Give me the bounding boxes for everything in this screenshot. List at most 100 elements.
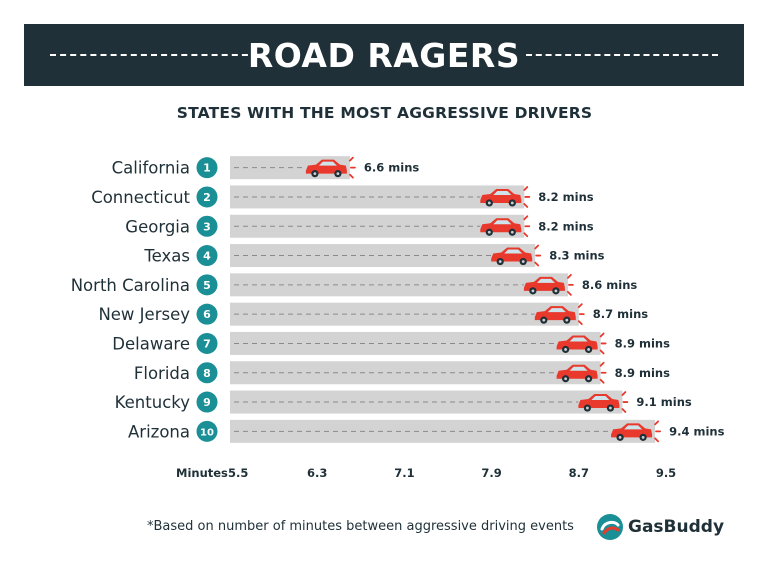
car-hub	[510, 201, 514, 205]
honk-burst	[621, 408, 627, 413]
rank-number: 1	[203, 162, 211, 175]
state-label: Florida	[134, 364, 190, 383]
gasbuddy-logo-icon	[597, 514, 623, 540]
car-hub	[313, 172, 317, 176]
rank-number: 10	[200, 427, 214, 438]
state-label: Texas	[143, 247, 190, 266]
rank-badge	[196, 303, 218, 325]
rank-badge	[196, 215, 218, 237]
value-label: 8.2 mins	[538, 219, 593, 233]
honk-burst	[599, 349, 605, 355]
x-tick-label: 8.7	[569, 466, 589, 480]
car-hub	[564, 348, 567, 351]
car-window	[569, 337, 588, 342]
value-label: 9.1 mins	[636, 395, 691, 409]
car-window	[318, 161, 337, 166]
car-window	[547, 308, 566, 313]
x-tick-label: 9.5	[656, 466, 676, 480]
banner-title: ROAD RAGERS	[247, 35, 521, 75]
honk-burst	[654, 437, 659, 443]
car-icon	[480, 186, 531, 208]
bar	[230, 302, 579, 326]
rank-number: 8	[203, 367, 211, 380]
car-hub	[618, 435, 622, 439]
car-hub	[542, 318, 546, 322]
rank-number: 4	[203, 250, 211, 263]
car-body	[556, 364, 598, 379]
rank-number: 6	[203, 308, 211, 321]
rank-number: 3	[203, 220, 211, 233]
car-hub	[586, 406, 589, 410]
car-hub	[564, 377, 567, 381]
rank-badge	[196, 391, 218, 413]
honk-burst	[523, 203, 529, 208]
state-label: California	[112, 159, 190, 178]
x-tick-label: 7.9	[481, 466, 501, 480]
title-banner: ROAD RAGERS	[24, 24, 744, 86]
car-hub	[510, 230, 514, 234]
rank-number: 5	[203, 279, 211, 292]
x-tick-label: 7.1	[394, 466, 414, 480]
honk-burst	[577, 303, 583, 309]
chart-title: STATES WITH THE MOST AGGRESSIVE DRIVERS	[176, 104, 593, 122]
value-label: 9.4 mins	[669, 424, 724, 438]
car-icon	[534, 303, 585, 326]
rank-badge	[196, 362, 218, 384]
car-body	[480, 218, 522, 233]
car-icon	[480, 215, 531, 238]
car-window	[569, 366, 588, 371]
car-window	[591, 396, 610, 401]
honk-burst	[599, 361, 605, 367]
car-hub	[336, 172, 340, 176]
car-hub	[641, 435, 645, 439]
rank-badge	[196, 157, 218, 179]
car-icon	[305, 156, 356, 179]
value-label: 8.9 mins	[615, 336, 670, 350]
x-tick-label: 6.3	[307, 466, 327, 480]
honk-burst	[534, 261, 540, 267]
car-body	[556, 335, 598, 350]
bar	[230, 214, 525, 238]
honk-burst	[523, 215, 529, 221]
x-tick-label: 5.5	[228, 466, 248, 480]
car-hub	[587, 377, 590, 381]
car-hub	[565, 318, 569, 322]
honk-burst	[599, 332, 605, 338]
car-window	[624, 425, 643, 430]
car-hub	[498, 260, 502, 263]
value-label: 8.2 mins	[538, 190, 593, 204]
car-window	[493, 190, 512, 195]
car-body	[523, 276, 565, 291]
car-hub	[587, 348, 590, 351]
state-label: Georgia	[125, 217, 190, 236]
brand-name: GasBuddy	[628, 517, 725, 537]
footnote: *Based on number of minutes between aggr…	[147, 519, 574, 534]
value-label: 6.6 mins	[364, 161, 419, 175]
x-axis-label: Minutes	[176, 466, 228, 480]
car-window	[493, 220, 512, 225]
honk-burst	[654, 420, 659, 426]
rank-number: 7	[203, 337, 211, 350]
car-body	[611, 423, 653, 438]
state-label: Connecticut	[91, 188, 190, 207]
honk-burst	[577, 320, 583, 326]
honk-burst	[534, 244, 540, 250]
rank-number: 2	[203, 191, 211, 204]
honk-burst	[599, 378, 605, 384]
value-label: 8.3 mins	[549, 249, 604, 263]
honk-burst	[567, 290, 572, 296]
rank-badge	[196, 245, 218, 267]
gasbuddy-logo: GasBuddy	[596, 513, 724, 541]
state-label: New Jersey	[98, 305, 190, 324]
car-body	[534, 306, 576, 321]
honk-burst	[348, 156, 354, 162]
value-label: 8.7 mins	[593, 307, 648, 321]
state-label: Kentucky	[115, 393, 191, 412]
banner-dash-left	[50, 54, 258, 56]
rank-badge	[196, 332, 218, 354]
value-label: 8.6 mins	[582, 278, 637, 292]
honk-burst	[621, 391, 627, 396]
honk-burst	[523, 186, 529, 191]
car-hub	[531, 289, 535, 293]
car-icon	[556, 361, 607, 384]
